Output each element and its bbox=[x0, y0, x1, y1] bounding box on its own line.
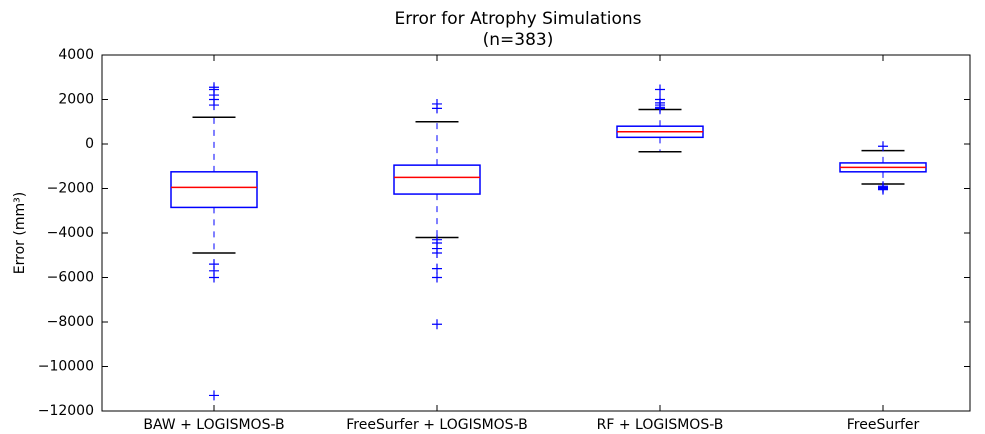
x-tick-label: FreeSurfer bbox=[847, 417, 920, 433]
chart-title: Error for Atrophy Simulations bbox=[394, 9, 641, 29]
y-tick-label: −4000 bbox=[47, 225, 94, 241]
x-tick-label: FreeSurfer + LOGISMOS-B bbox=[346, 417, 527, 433]
outlier bbox=[209, 100, 219, 111]
outlier bbox=[655, 84, 665, 95]
x-tick-label: BAW + LOGISMOS-B bbox=[143, 417, 284, 433]
outlier bbox=[432, 263, 442, 274]
plot-frame bbox=[101, 54, 971, 412]
y-tick-label: −2000 bbox=[47, 181, 94, 197]
y-tick-label: −10000 bbox=[38, 359, 94, 375]
outlier bbox=[655, 103, 665, 114]
y-tick-label: 2000 bbox=[58, 92, 94, 108]
outlier bbox=[878, 184, 888, 195]
y-tick-label: −6000 bbox=[47, 270, 94, 286]
outlier bbox=[432, 319, 442, 330]
outlier bbox=[432, 248, 442, 259]
box bbox=[393, 164, 481, 195]
y-axis-label: Error (mm³) bbox=[12, 192, 28, 274]
outlier bbox=[878, 141, 888, 152]
x-tick-label: RF + LOGISMOS-B bbox=[597, 417, 724, 433]
outlier bbox=[209, 272, 219, 283]
y-tick-label: −8000 bbox=[47, 314, 94, 330]
y-tick-label: −12000 bbox=[38, 403, 94, 419]
y-tick-label: 0 bbox=[85, 136, 94, 152]
chart-subtitle: (n=383) bbox=[483, 30, 554, 50]
y-tick-label: 4000 bbox=[58, 47, 94, 63]
outlier bbox=[432, 272, 442, 283]
outlier bbox=[209, 390, 219, 401]
box bbox=[170, 171, 258, 209]
outlier bbox=[432, 103, 442, 114]
